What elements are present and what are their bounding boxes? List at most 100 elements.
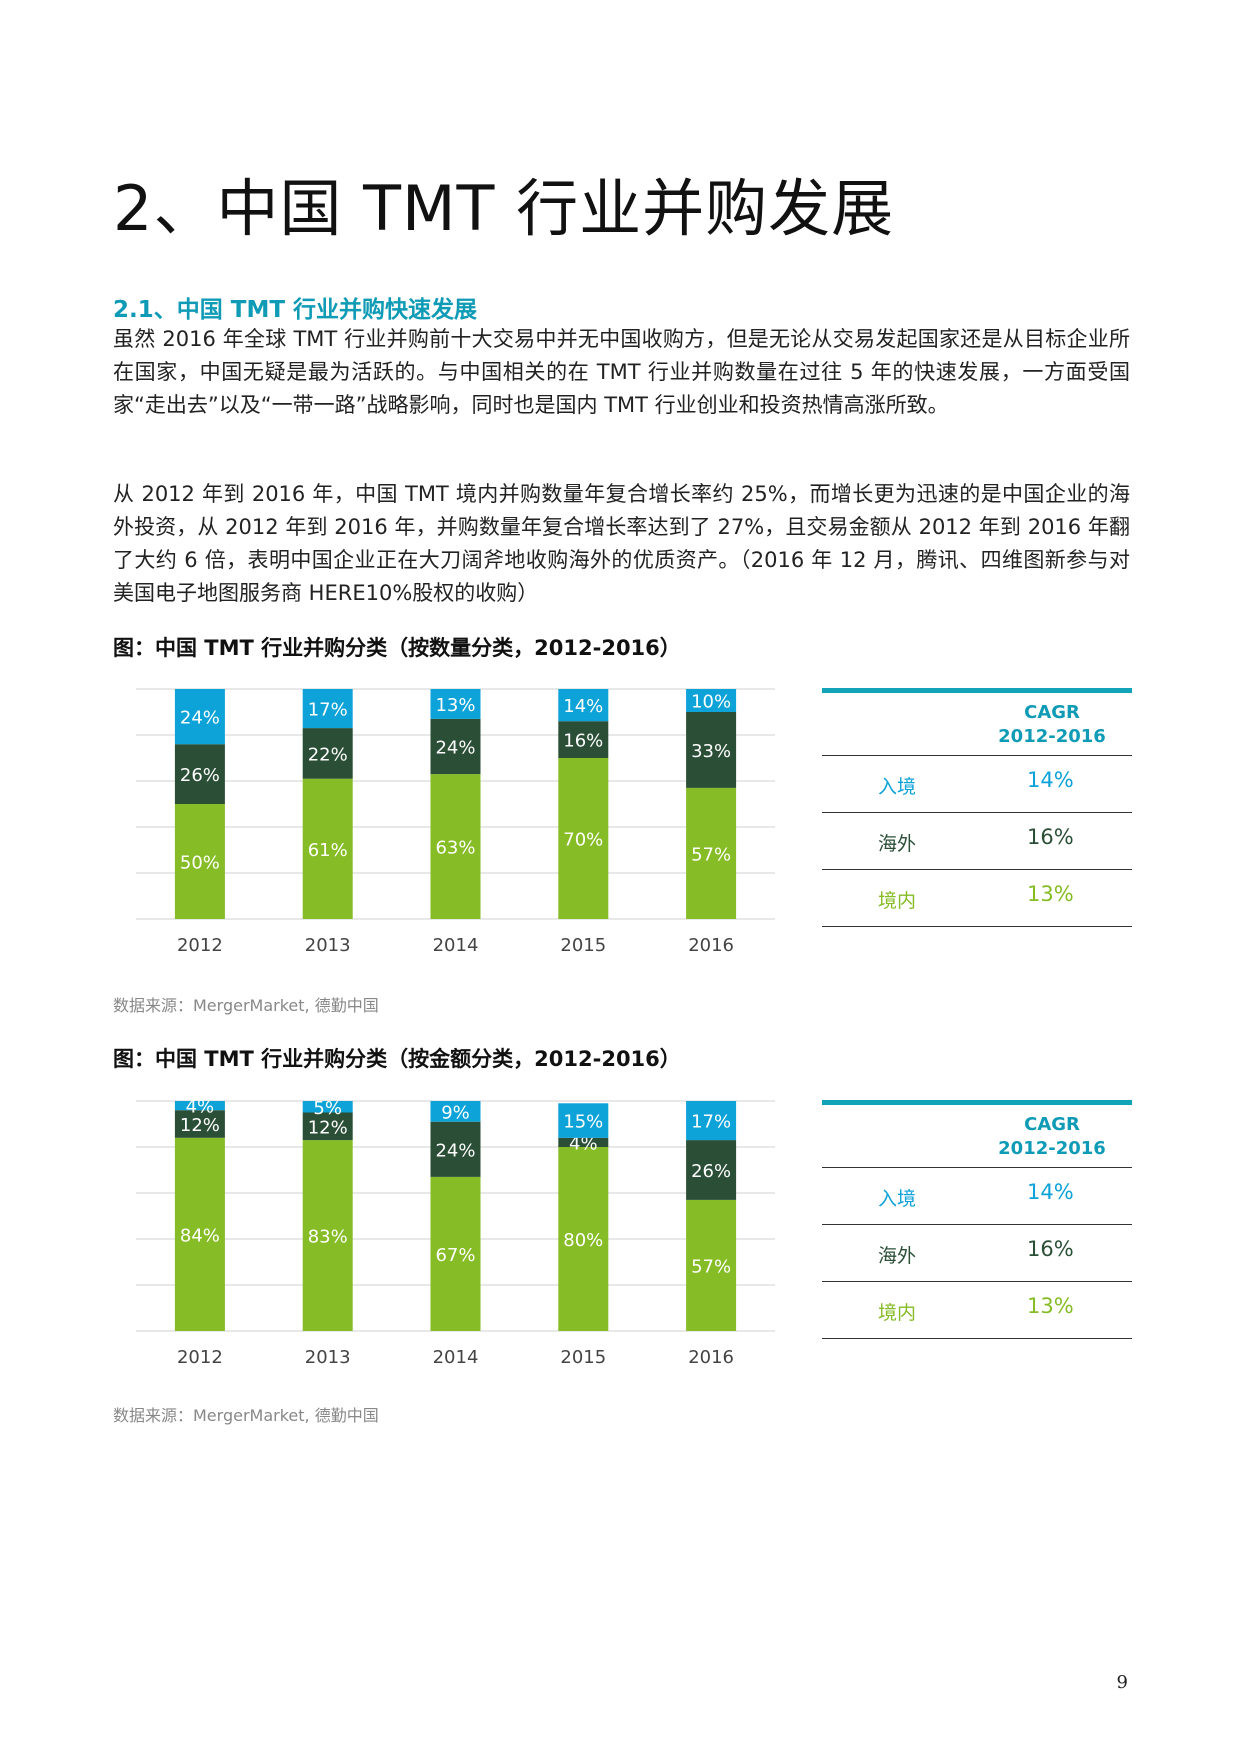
cagr-row-domestic: 境内 13% (822, 1282, 1132, 1339)
cagr-header: CAGR 2012-2016 (822, 693, 1132, 756)
x-tick-label: 2016 (688, 935, 734, 956)
bar-segment-inbound (686, 689, 737, 712)
data-label: 33% (691, 741, 731, 762)
cagr-value: 14% (1027, 1180, 1074, 1204)
cagr-header-period: 2012-2016 (998, 726, 1106, 747)
cagr-value: 13% (1027, 882, 1074, 906)
bar-segment-domestic (558, 1147, 609, 1331)
cagr-value: 14% (1027, 768, 1074, 792)
bar-segment-domestic (686, 1199, 737, 1331)
x-tick-label: 2013 (305, 1347, 351, 1368)
data-label: 22% (308, 744, 348, 765)
bar-segment-inbound (430, 1101, 481, 1122)
x-tick-label: 2015 (560, 1347, 606, 1368)
paragraph-2: 从 2012 年到 2016 年，中国 TMT 境内并购数量年复合增长率约 25… (113, 482, 1130, 605)
data-label: 26% (180, 765, 220, 786)
data-label: 12% (308, 1117, 348, 1138)
bar-segment-domestic (174, 1137, 225, 1331)
cagr-top-bar (822, 688, 1132, 693)
data-label: 15% (563, 1112, 603, 1133)
data-label: 26% (691, 1161, 731, 1182)
x-tick-label: 2016 (688, 1347, 734, 1368)
cagr-label: 海外 (878, 833, 917, 855)
data-label: 12% (180, 1115, 220, 1136)
cagr-value: 13% (1027, 1294, 1074, 1318)
bar-segment-domestic (558, 758, 609, 919)
bar-segment-overseas (686, 712, 737, 788)
cagr-label: 海外 (878, 1245, 917, 1267)
x-tick-label: 2013 (305, 935, 351, 956)
bar-segment-inbound (302, 1101, 353, 1113)
data-label: 63% (435, 838, 475, 859)
data-label: 14% (563, 696, 603, 717)
bar-segment-inbound (558, 1103, 609, 1138)
chart-count-by-type: 50% 26% 24% 2012 61% 22% 17% 2013 63% 24% 13% 2014 7… (136, 688, 775, 956)
x-tick-label: 2014 (433, 1347, 479, 1368)
bar-segment-overseas (174, 744, 225, 804)
data-label: 67% (435, 1245, 475, 1266)
page-number: 9 (1116, 1672, 1128, 1693)
bar-segment-overseas (430, 718, 481, 775)
figure-2-source: 数据来源：MergerMarket, 德勤中国 (113, 1406, 379, 1425)
data-label: 80% (563, 1230, 603, 1251)
cagr-label: 入境 (878, 776, 917, 798)
cagr-table-count: CAGR 2012-2016 入境 14% 海外 16% 境内 13% (822, 688, 1132, 927)
paragraph-1: 虽然 2016 年全球 TMT 行业并购前十大交易中并无中国收购方，但是无论从交… (113, 327, 1130, 417)
data-label: 83% (308, 1227, 348, 1248)
data-label: 17% (308, 700, 348, 721)
data-label: 24% (435, 738, 475, 759)
bar-segment-domestic (430, 774, 481, 919)
bar-segment-domestic (430, 1176, 481, 1331)
bar-segment-overseas (430, 1121, 481, 1177)
bar-segment-overseas (174, 1110, 225, 1138)
data-label: 4% (186, 1097, 215, 1118)
bar-segment-overseas (558, 721, 609, 758)
data-label: 57% (691, 1256, 731, 1277)
bar-segment-overseas (558, 1137, 609, 1147)
cagr-row-overseas: 海外 16% (822, 813, 1132, 870)
bar-segment-inbound (430, 689, 481, 719)
bar-segment-domestic (174, 804, 225, 919)
data-label: 70% (563, 830, 603, 851)
data-label: 61% (308, 840, 348, 861)
x-tick-label: 2012 (177, 1347, 223, 1368)
cagr-value: 16% (1027, 1237, 1074, 1261)
x-tick-label: 2012 (177, 935, 223, 956)
figure-1-source: 数据来源：MergerMarket, 德勤中国 (113, 996, 379, 1015)
data-label: 9% (441, 1102, 470, 1123)
cagr-top-bar (822, 1100, 1132, 1105)
page-title: 2、中国 TMT 行业并购发展 (113, 172, 895, 245)
figure-2-title: 图：中国 TMT 行业并购分类（按金额分类，2012-2016） (113, 1047, 681, 1071)
data-label: 17% (691, 1112, 731, 1133)
data-label: 84% (180, 1225, 220, 1246)
bar-segment-inbound (174, 689, 225, 745)
bar-segment-overseas (686, 1140, 737, 1200)
cagr-row-inbound: 入境 14% (822, 1168, 1132, 1225)
cagr-row-domestic: 境内 13% (822, 870, 1132, 927)
cagr-table-value: CAGR 2012-2016 入境 14% 海外 16% 境内 13% (822, 1100, 1132, 1339)
x-tick-label: 2014 (433, 935, 479, 956)
bar-segment-inbound (558, 689, 609, 722)
data-label: 24% (180, 708, 220, 729)
cagr-row-inbound: 入境 14% (822, 756, 1132, 813)
cagr-header: CAGR 2012-2016 (822, 1105, 1132, 1168)
cagr-label: 境内 (878, 890, 917, 912)
data-label: 24% (435, 1140, 475, 1161)
bar-segment-overseas (302, 1112, 353, 1141)
cagr-value: 16% (1027, 825, 1074, 849)
cagr-row-overseas: 海外 16% (822, 1225, 1132, 1282)
cagr-header-label: CAGR (1024, 1114, 1080, 1135)
cagr-label: 境内 (878, 1302, 917, 1324)
data-label: 5% (313, 1098, 342, 1119)
x-tick-label: 2015 (560, 935, 606, 956)
section-title: 2.1、中国 TMT 行业并购快速发展 (113, 297, 478, 323)
cagr-label: 入境 (878, 1188, 917, 1210)
data-label: 50% (180, 853, 220, 874)
cagr-header-label: CAGR (1024, 702, 1080, 723)
figure-1-title: 图：中国 TMT 行业并购分类（按数量分类，2012-2016） (113, 636, 681, 660)
data-label: 57% (691, 844, 731, 865)
data-label: 10% (691, 692, 731, 713)
bar-segment-overseas (302, 728, 353, 779)
bar-segment-domestic (302, 1140, 353, 1331)
chart-value-by-type: 84%12%4%201283%12%5%201367%24%9%201480%4… (136, 1097, 775, 1368)
